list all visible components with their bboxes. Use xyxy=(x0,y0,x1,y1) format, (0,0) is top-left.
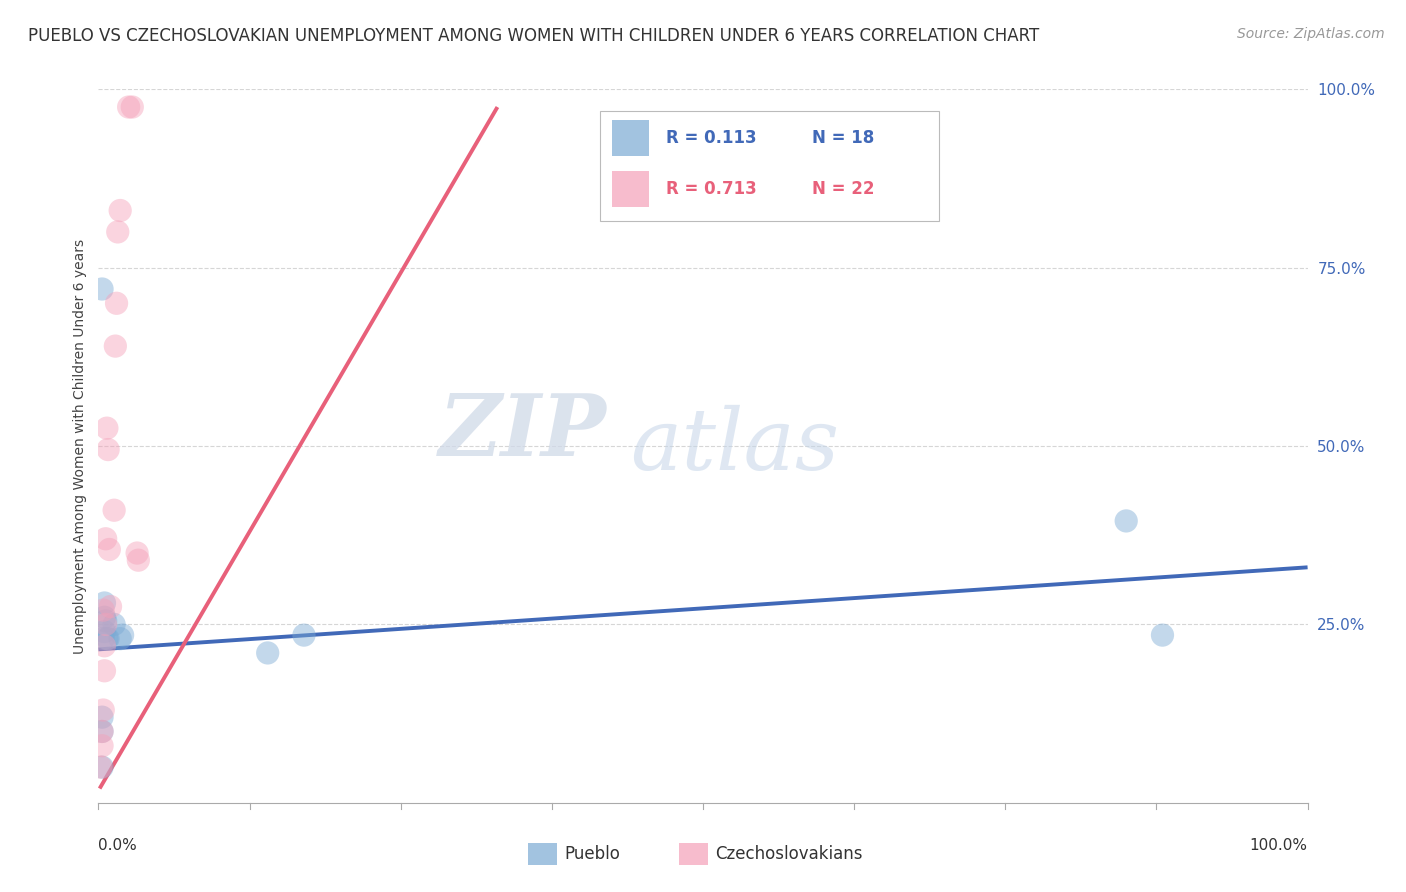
Point xyxy=(96,632,118,646)
Point xyxy=(98,542,121,557)
Point xyxy=(107,225,129,239)
Point xyxy=(94,532,117,546)
Text: R = 0.113: R = 0.113 xyxy=(665,129,756,147)
Point xyxy=(127,546,149,560)
Point xyxy=(91,739,114,753)
Point xyxy=(91,703,114,717)
Text: N = 18: N = 18 xyxy=(811,129,875,147)
Point xyxy=(93,624,115,639)
Point xyxy=(292,628,315,642)
Point xyxy=(91,282,114,296)
Point xyxy=(105,296,128,310)
Point xyxy=(103,503,125,517)
Bar xyxy=(679,844,707,865)
Point xyxy=(90,760,112,774)
Text: 0.0%: 0.0% xyxy=(98,838,138,854)
Text: Pueblo: Pueblo xyxy=(564,846,620,863)
Text: atlas: atlas xyxy=(630,405,839,487)
Point xyxy=(121,100,143,114)
Point xyxy=(100,599,122,614)
Point xyxy=(256,646,278,660)
Point xyxy=(94,617,117,632)
Point xyxy=(94,614,117,628)
Bar xyxy=(612,120,648,156)
Point xyxy=(91,724,114,739)
Point xyxy=(108,203,131,218)
Point xyxy=(97,442,120,457)
Point xyxy=(97,632,120,646)
Bar xyxy=(612,171,648,207)
Point xyxy=(103,617,125,632)
Point xyxy=(93,596,115,610)
Point xyxy=(1152,628,1174,642)
Y-axis label: Unemployment Among Women with Children Under 6 years: Unemployment Among Women with Children U… xyxy=(73,238,87,654)
Text: ZIP: ZIP xyxy=(439,390,606,474)
Bar xyxy=(527,844,557,865)
Point xyxy=(1115,514,1137,528)
Point xyxy=(104,339,127,353)
Text: R = 0.713: R = 0.713 xyxy=(665,180,756,198)
Point xyxy=(127,553,149,567)
Text: PUEBLO VS CZECHOSLOVAKIAN UNEMPLOYMENT AMONG WOMEN WITH CHILDREN UNDER 6 YEARS C: PUEBLO VS CZECHOSLOVAKIAN UNEMPLOYMENT A… xyxy=(28,27,1039,45)
FancyBboxPatch shape xyxy=(600,111,939,221)
Text: Source: ZipAtlas.com: Source: ZipAtlas.com xyxy=(1237,27,1385,41)
Text: Czechoslovakians: Czechoslovakians xyxy=(716,846,863,863)
Point xyxy=(91,632,114,646)
Point xyxy=(91,603,114,617)
Point xyxy=(108,632,131,646)
Point xyxy=(118,100,141,114)
Point xyxy=(91,724,114,739)
Point xyxy=(91,760,114,774)
Text: N = 22: N = 22 xyxy=(811,180,875,198)
Point xyxy=(93,639,115,653)
Point xyxy=(96,421,118,435)
Point xyxy=(93,610,115,624)
Point xyxy=(111,628,134,642)
Text: 100.0%: 100.0% xyxy=(1250,838,1308,854)
Point xyxy=(91,710,114,724)
Point xyxy=(93,664,115,678)
